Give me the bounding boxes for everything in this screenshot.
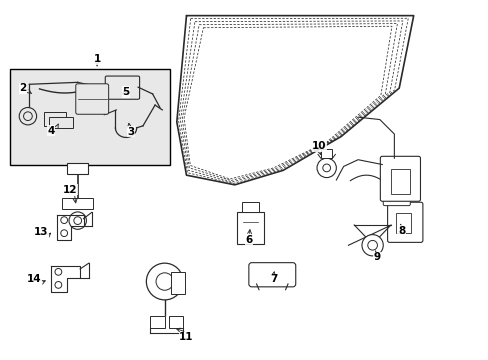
Text: 2: 2 — [20, 83, 27, 93]
Circle shape — [61, 217, 67, 224]
Bar — [168, 316, 183, 328]
Circle shape — [69, 212, 86, 229]
Circle shape — [55, 282, 61, 288]
Text: 6: 6 — [245, 235, 252, 246]
FancyBboxPatch shape — [383, 184, 409, 206]
Bar — [395, 213, 410, 233]
Circle shape — [146, 263, 183, 300]
Circle shape — [23, 112, 32, 121]
Circle shape — [316, 158, 336, 177]
Text: 5: 5 — [122, 87, 129, 97]
Text: 1: 1 — [93, 54, 101, 64]
FancyBboxPatch shape — [248, 263, 295, 287]
Bar — [62, 198, 93, 209]
Text: 9: 9 — [373, 252, 380, 262]
FancyBboxPatch shape — [387, 202, 422, 242]
Bar — [237, 212, 264, 244]
Circle shape — [361, 235, 383, 256]
Circle shape — [74, 217, 81, 225]
Text: 10: 10 — [311, 141, 326, 151]
FancyBboxPatch shape — [76, 84, 108, 114]
Circle shape — [322, 164, 330, 172]
Bar — [10, 69, 169, 166]
Text: 7: 7 — [269, 274, 277, 284]
Circle shape — [55, 269, 61, 275]
Text: 4: 4 — [47, 126, 55, 136]
FancyBboxPatch shape — [105, 76, 139, 99]
Bar — [49, 117, 73, 128]
FancyBboxPatch shape — [380, 156, 420, 201]
Circle shape — [156, 273, 173, 290]
Text: 8: 8 — [397, 226, 405, 236]
Bar — [150, 316, 164, 328]
Text: 12: 12 — [63, 185, 78, 195]
Bar — [170, 272, 184, 294]
Bar — [242, 202, 259, 212]
Bar — [44, 112, 65, 126]
Circle shape — [19, 108, 37, 125]
Circle shape — [61, 230, 67, 237]
Text: 13: 13 — [34, 227, 49, 237]
Bar — [67, 163, 88, 174]
Circle shape — [367, 240, 377, 250]
Text: 11: 11 — [179, 332, 193, 342]
Text: 14: 14 — [27, 274, 41, 284]
Text: 3: 3 — [127, 127, 134, 137]
Bar — [390, 169, 409, 194]
Bar — [320, 149, 332, 158]
